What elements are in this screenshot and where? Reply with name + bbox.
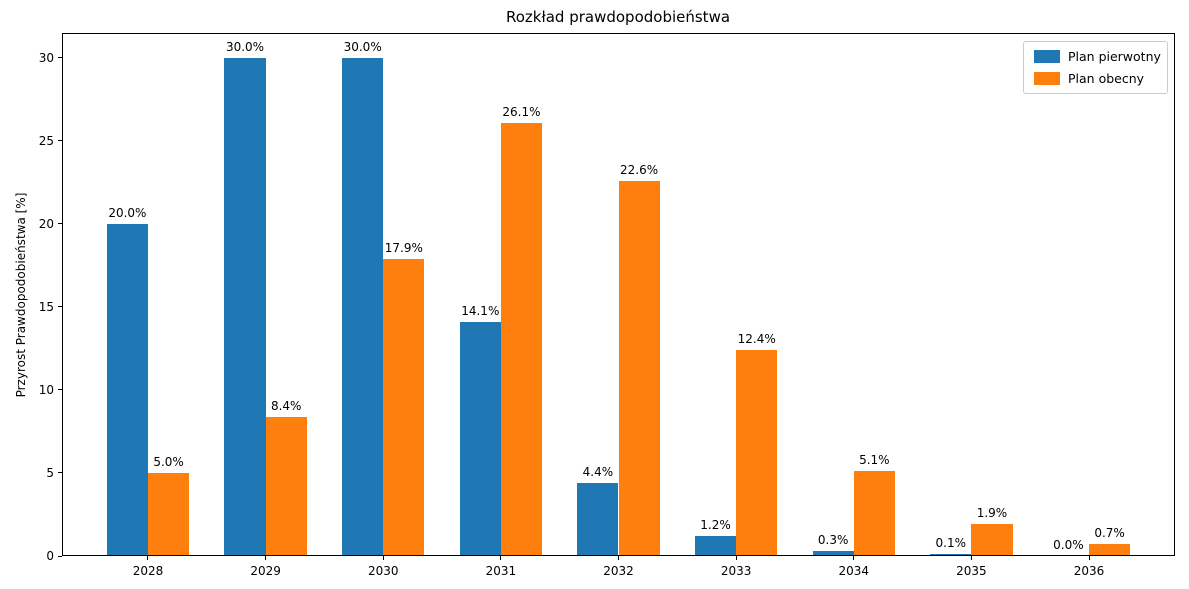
x-tick-label: 2028: [132, 564, 164, 578]
y-tick-mark: [58, 57, 62, 59]
y-tick-mark: [58, 306, 62, 308]
bar-value-label: 22.6%: [620, 162, 659, 177]
bar: [342, 57, 384, 556]
x-tick-label: 2032: [603, 564, 634, 578]
bar-value-label: 14.1%: [461, 303, 500, 318]
x-tick-mark: [618, 556, 619, 560]
y-tick-label: 15: [38, 299, 54, 314]
y-tick-mark: [58, 389, 62, 391]
x-tick-mark: [500, 556, 502, 560]
legend-swatch-orange: [1034, 72, 1060, 85]
bar: [147, 472, 190, 556]
bar-value-label: 0.7%: [1094, 526, 1125, 541]
bar-value-label: 5.0%: [153, 454, 184, 469]
legend-item-plan-obecny: Plan obecny: [1034, 71, 1157, 86]
bar: [500, 122, 543, 556]
y-tick-mark: [58, 140, 62, 142]
bar: [265, 416, 307, 556]
x-tick-label: 2036: [1073, 564, 1105, 578]
x-tick-mark: [265, 556, 267, 560]
y-tick-label: 10: [38, 382, 54, 397]
bar-value-label: 26.1%: [502, 104, 541, 119]
bar-value-label: 12.4%: [737, 332, 776, 347]
bar-value-label: 30.0%: [225, 39, 265, 54]
legend-item-plan-pierwotny: Plan pierwotny: [1034, 49, 1161, 64]
bar: [106, 223, 148, 556]
bar: [694, 536, 737, 556]
legend: Plan pierwotny Plan obecny: [1023, 41, 1168, 94]
bar-value-label: 8.4%: [270, 398, 302, 413]
x-tick-mark: [382, 556, 384, 560]
bar: [618, 180, 660, 556]
y-tick-mark: [58, 472, 62, 474]
y-tick-label: 0: [46, 549, 54, 563]
x-tick-label: 2033: [720, 564, 752, 578]
y-tick-label: 20: [38, 216, 54, 231]
bar: [577, 482, 619, 556]
x-tick-label: 2030: [367, 564, 399, 578]
bar-value-label: 0.0%: [1053, 538, 1084, 552]
bar-value-label: 0.1%: [935, 536, 967, 551]
bar: [1089, 544, 1131, 556]
y-tick-label: 25: [38, 133, 54, 148]
bar: [736, 350, 778, 556]
x-tick-mark: [735, 556, 737, 560]
bar-value-label: 5.1%: [859, 453, 890, 468]
y-tick-mark: [58, 223, 62, 225]
x-tick-mark: [970, 556, 972, 560]
bar-value-label: 20.0%: [108, 205, 147, 220]
bar-value-label: 0.3%: [817, 533, 849, 548]
x-tick-label: 2031: [485, 564, 517, 578]
bar: [224, 57, 266, 556]
x-tick-mark: [853, 556, 855, 560]
x-tick-label: 2034: [838, 564, 870, 578]
bar: [812, 551, 854, 556]
bar-value-label: 4.4%: [582, 464, 614, 479]
y-tick-label: 30: [38, 50, 54, 65]
bar: [853, 471, 895, 556]
x-tick-label: 2035: [956, 564, 987, 578]
bar: [971, 524, 1013, 556]
chart-title: Rozkład prawdopodobieństwa: [505, 8, 731, 26]
bar: [930, 554, 972, 556]
bar-value-label: 1.9%: [976, 506, 1008, 521]
bar: [459, 321, 501, 556]
bar-value-label: 30.0%: [343, 39, 382, 54]
y-tick-mark: [58, 555, 62, 557]
bar-value-label: 1.2%: [700, 518, 731, 533]
legend-label: Plan pierwotny: [1068, 49, 1161, 64]
legend-swatch-blue: [1034, 50, 1060, 63]
x-tick-mark: [147, 556, 149, 560]
bar: [383, 258, 425, 556]
x-tick-mark: [1088, 556, 1090, 560]
x-tick-label: 2029: [250, 564, 281, 578]
bar-value-label: 17.9%: [384, 240, 423, 255]
y-tick-label: 5: [46, 465, 54, 480]
legend-label: Plan obecny: [1068, 71, 1145, 86]
